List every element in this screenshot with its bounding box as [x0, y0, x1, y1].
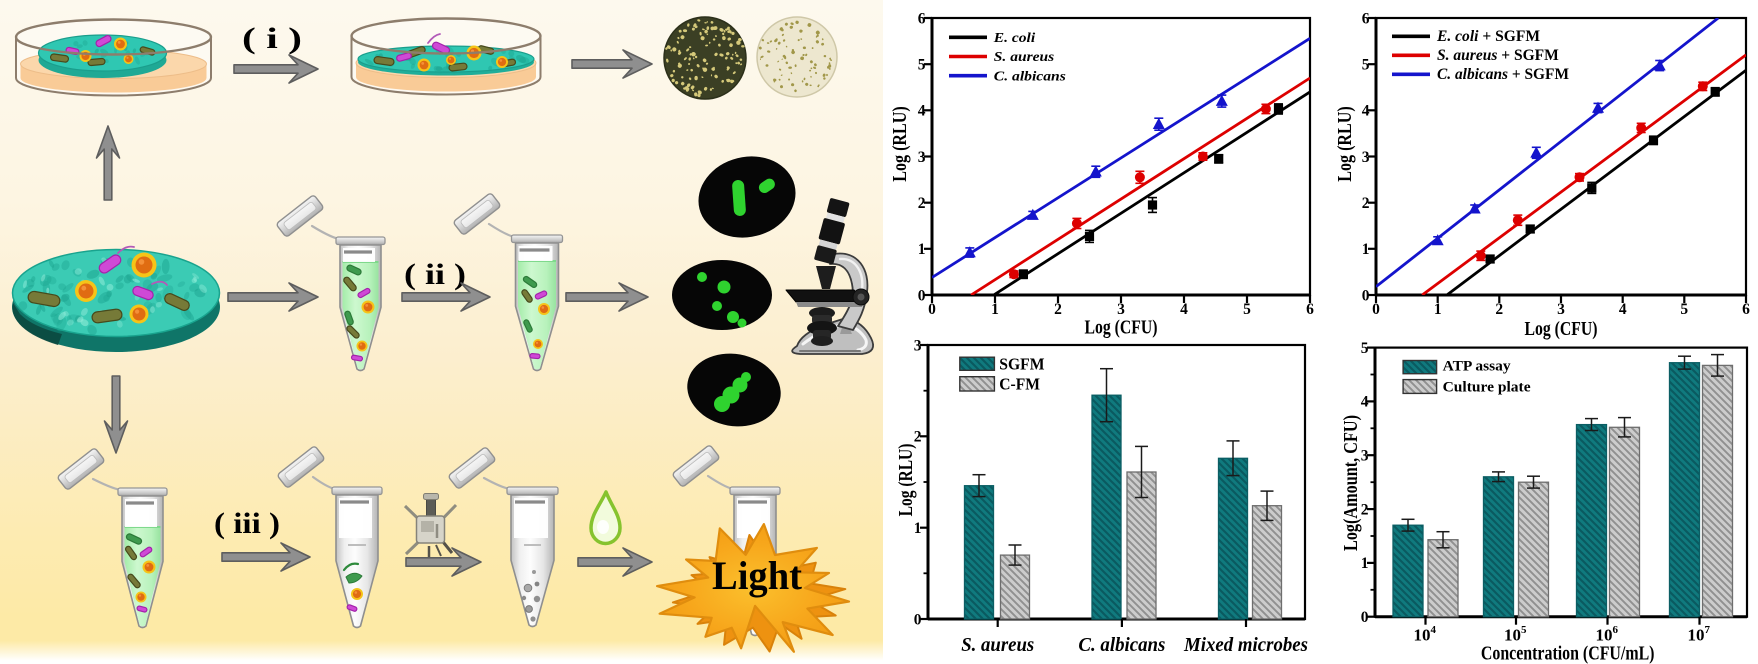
svg-text:SGFM: SGFM — [999, 354, 1045, 373]
svg-text:3: 3 — [1557, 301, 1565, 318]
svg-text:2: 2 — [1362, 195, 1370, 212]
svg-text:C. albicans + SGFM: C. albicans + SGFM — [1437, 66, 1569, 83]
svg-text:6: 6 — [1742, 301, 1750, 318]
svg-text:4: 4 — [1362, 103, 1370, 120]
svg-text:Log (RLU): Log (RLU) — [889, 106, 911, 182]
svg-text:C. albicans: C. albicans — [1078, 635, 1165, 656]
svg-text:C-FM: C-FM — [999, 375, 1040, 394]
svg-text:Concentration (CFU/mL): Concentration (CFU/mL) — [1481, 643, 1655, 664]
svg-text:5: 5 — [918, 57, 926, 74]
svg-text:Log (RLU): Log (RLU) — [895, 444, 917, 517]
svg-text:Log (CFU): Log (CFU) — [1525, 318, 1598, 340]
svg-text:Log(Amount, CFU): Log(Amount, CFU) — [1341, 415, 1362, 551]
svg-text:Culture plate: Culture plate — [1443, 380, 1531, 396]
svg-text:4: 4 — [918, 103, 926, 120]
svg-text:6: 6 — [1306, 301, 1314, 318]
svg-text:S. aureus: S. aureus — [961, 635, 1034, 656]
svg-text:5: 5 — [1243, 301, 1251, 318]
svg-text:0: 0 — [918, 287, 926, 304]
svg-text:0: 0 — [1362, 287, 1370, 304]
svg-text:2: 2 — [914, 429, 922, 446]
svg-text:1: 1 — [991, 301, 999, 318]
svg-text:5: 5 — [1361, 340, 1369, 357]
svg-text:5: 5 — [1680, 301, 1688, 318]
svg-text:2: 2 — [918, 195, 926, 212]
svg-text:6: 6 — [1362, 10, 1370, 27]
svg-text:0: 0 — [914, 611, 922, 628]
svg-text:6: 6 — [918, 10, 926, 27]
svg-text:3: 3 — [918, 149, 926, 166]
svg-text:2: 2 — [1361, 501, 1369, 518]
svg-text:( iii ): ( iii ) — [214, 507, 280, 540]
svg-text:E. coli: E. coli — [993, 31, 1036, 46]
svg-text:Log (CFU): Log (CFU) — [1085, 317, 1158, 339]
svg-text:1: 1 — [1362, 241, 1370, 258]
svg-text:3: 3 — [914, 337, 922, 354]
svg-text:1: 1 — [918, 241, 926, 258]
svg-text:5: 5 — [1362, 57, 1370, 74]
svg-text:Log (RLU): Log (RLU) — [1334, 106, 1356, 182]
svg-text:2: 2 — [1054, 301, 1062, 318]
svg-text:1: 1 — [914, 520, 922, 537]
svg-text:4: 4 — [1180, 301, 1188, 318]
svg-text:C. albicans: C. albicans — [994, 69, 1067, 84]
svg-text:2: 2 — [1495, 301, 1503, 318]
svg-text:ATP assay: ATP assay — [1443, 359, 1512, 375]
svg-text:0: 0 — [1361, 609, 1369, 626]
svg-text:S. aureus + SGFM: S. aureus + SGFM — [1437, 47, 1559, 64]
svg-text:Mixed microbes: Mixed microbes — [1183, 635, 1308, 656]
svg-text:1: 1 — [1361, 555, 1369, 572]
svg-text:0: 0 — [928, 301, 936, 318]
svg-text:( ii ): ( ii ) — [404, 258, 466, 291]
svg-text:4: 4 — [1619, 301, 1627, 318]
svg-text:( i ): ( i ) — [242, 22, 302, 55]
svg-text:Light: Light — [712, 553, 803, 598]
svg-text:3: 3 — [1361, 448, 1369, 465]
svg-text:0: 0 — [1372, 301, 1380, 318]
svg-text:E. coli + SGFM: E. coli + SGFM — [1436, 28, 1540, 45]
svg-text:3: 3 — [1117, 301, 1125, 318]
svg-text:3: 3 — [1362, 149, 1370, 166]
svg-text:1: 1 — [1434, 301, 1442, 318]
svg-text:4: 4 — [1361, 394, 1369, 411]
svg-text:S. aureus: S. aureus — [994, 50, 1055, 65]
